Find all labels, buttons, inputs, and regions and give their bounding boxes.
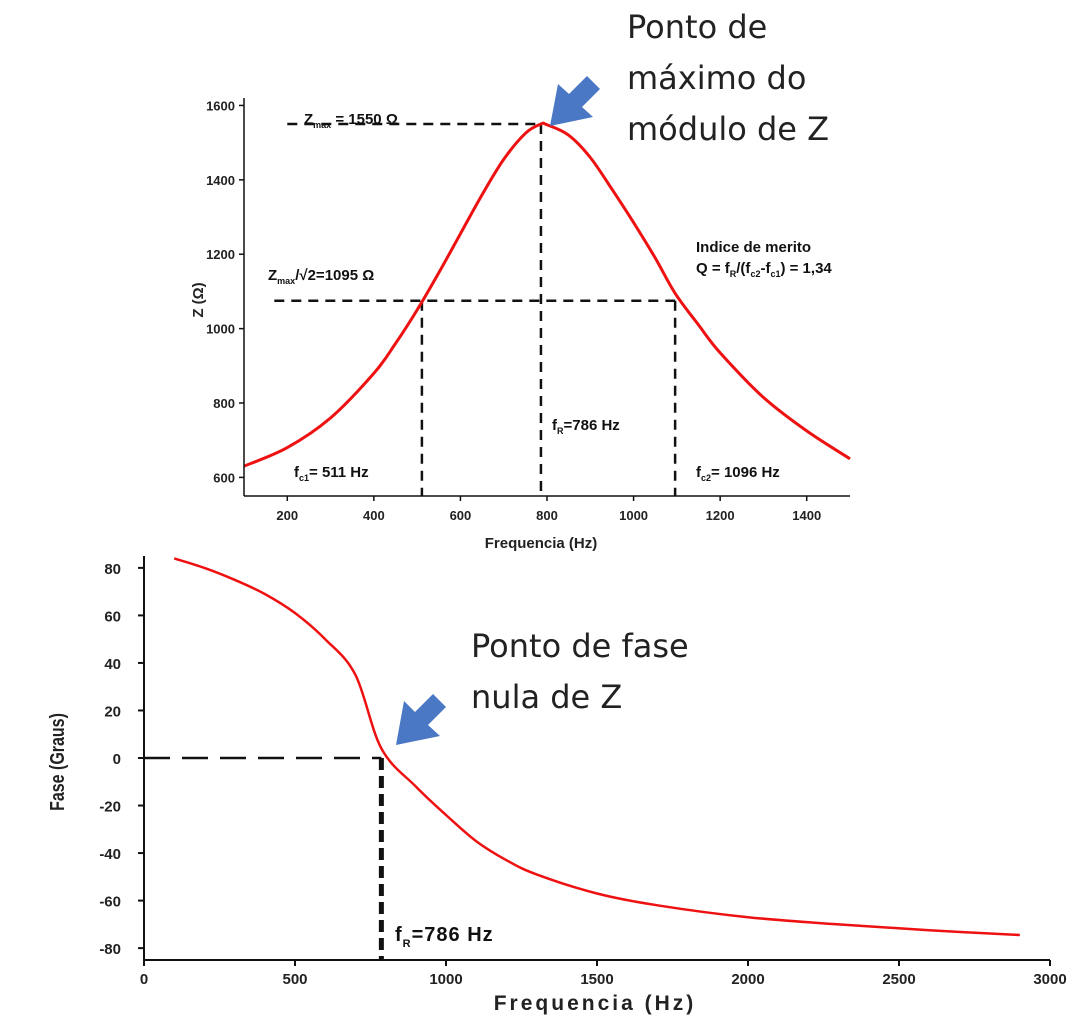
- impedance-x-tick-label: 400: [363, 508, 385, 523]
- phase-x-tick-label: 1000: [429, 971, 462, 988]
- impedance-curve: [243, 121, 851, 468]
- impedance-x-tick-label: 1000: [619, 508, 648, 523]
- phase-x-tick-label: 500: [282, 971, 307, 988]
- max-callout: Ponto de máximo do módulo de Z: [550, 8, 829, 148]
- phase-guides: [144, 756, 384, 960]
- phase-chart: 80 60 40 20 0 -20 -40 -60 -80 0 500 1000 1500 2000 250…: [46, 556, 1067, 1015]
- impedance-y-tick-label: 1200: [206, 247, 235, 262]
- fc2-annotation: fc2= 1096 Hz: [696, 464, 780, 483]
- impedance-y-tick-label: 800: [213, 396, 235, 411]
- impedance-axes: [243, 98, 850, 497]
- max-callout-line-3: módulo de Z: [627, 110, 829, 148]
- impedance-chart: 600 800 1000 1200 1400 1600 200 400 600 800 1000 12…: [190, 98, 851, 552]
- impedance-y-tick-label: 600: [213, 470, 235, 485]
- phase-y-tick-label: 80: [104, 561, 121, 578]
- phase-y-tick-label: -40: [99, 846, 121, 863]
- impedance-ticks: 600 800 1000 1200 1400 1600 200 400 600 800 1000 12…: [206, 98, 821, 523]
- down-left-arrow-icon: [550, 76, 600, 126]
- phase-callout-line-1: Ponto de fase: [471, 627, 689, 665]
- impedance-x-tick-label: 200: [276, 508, 298, 523]
- phase-callout: Ponto de fase nula de Z: [396, 627, 689, 745]
- impedance-y-tick-label: 1000: [206, 322, 235, 337]
- max-callout-line-1: Ponto de: [627, 8, 767, 46]
- phase-y-tick-label: -80: [99, 941, 121, 958]
- phase-curve: [173, 557, 1020, 937]
- phase-callout-line-2: nula de Z: [471, 678, 622, 716]
- down-left-arrow-icon: [396, 694, 446, 745]
- merit-formula: Q = fR/(fc2-fc1) = 1,34: [696, 260, 832, 279]
- phase-fr-annotation: fR=786 Hz: [395, 924, 494, 950]
- zsqrt-annotation: Zmax/√2=1095 Ω: [268, 267, 374, 286]
- impedance-guides: [274, 122, 677, 496]
- merit-title: Indice de merito: [696, 239, 811, 256]
- phase-y-tick-label: 20: [104, 703, 121, 720]
- phase-x-tick-label: 3000: [1033, 971, 1066, 988]
- phase-y-axis-title: Fase (Graus): [46, 713, 68, 811]
- phase-x-tick-label: 2000: [731, 971, 764, 988]
- impedance-x-tick-label: 600: [450, 508, 472, 523]
- phase-y-tick-label: 60: [104, 608, 121, 625]
- fc1-annotation: fc1= 511 Hz: [294, 464, 369, 483]
- impedance-y-tick-label: 1600: [206, 98, 235, 113]
- phase-y-tick-label: -20: [99, 799, 121, 816]
- impedance-x-axis-title: Frequencia (Hz): [485, 535, 598, 552]
- phase-y-tick-label: 40: [104, 656, 121, 673]
- phase-x-tick-label: 0: [140, 971, 148, 988]
- phase-x-tick-label: 2500: [882, 971, 915, 988]
- impedance-y-tick-label: 1400: [206, 173, 235, 188]
- impedance-y-axis-title: Z (Ω): [190, 282, 207, 317]
- fr-annotation: fR=786 Hz: [552, 417, 620, 436]
- phase-x-axis-title: Frequencia (Hz): [494, 992, 697, 1015]
- phase-x-tick-label: 1500: [580, 971, 613, 988]
- max-callout-line-2: máximo do: [627, 59, 806, 97]
- impedance-x-tick-label: 800: [536, 508, 558, 523]
- impedance-x-tick-label: 1400: [792, 508, 821, 523]
- zmax-annotation: Zmax = 1550 Ω: [304, 111, 398, 130]
- phase-y-tick-label: 0: [113, 751, 121, 768]
- impedance-x-tick-label: 1200: [706, 508, 735, 523]
- phase-ticks: 80 60 40 20 0 -20 -40 -60 -80 0 500 1000 1500 2000 250…: [99, 561, 1066, 988]
- phase-y-tick-label: -60: [99, 894, 121, 911]
